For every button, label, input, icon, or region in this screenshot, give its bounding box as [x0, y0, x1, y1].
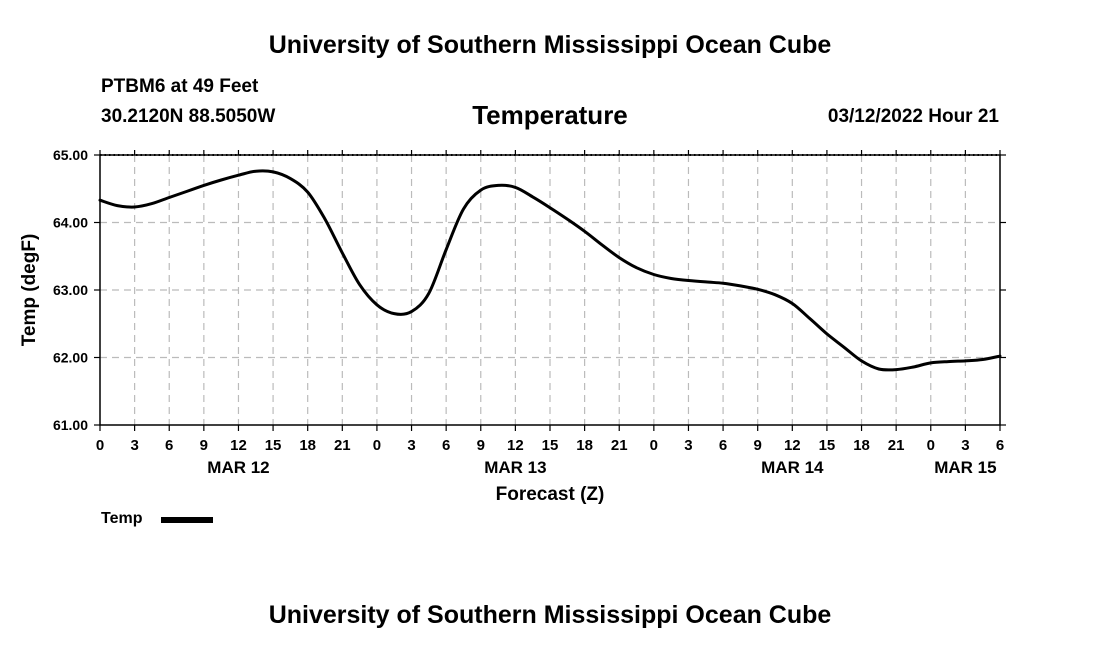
- x-tick-label: 6: [719, 437, 727, 454]
- temp-series-line: [98, 169, 1002, 372]
- x-tick-label: 0: [96, 437, 104, 454]
- x-tick-label: 21: [334, 437, 351, 454]
- legend-swatch: [161, 517, 213, 523]
- y-axis-label: Temp (degF): [19, 234, 40, 347]
- x-tick-label: 0: [373, 437, 381, 454]
- y-tick-label: 64.00: [53, 215, 88, 231]
- x-tick-label: 12: [507, 437, 524, 454]
- bottom-title: University of Southern Mississippi Ocean…: [268, 601, 832, 629]
- y-tick-label: 61.00: [53, 417, 88, 433]
- x-tick-label: 9: [477, 437, 485, 454]
- legend-label: Temp: [101, 510, 143, 527]
- y-tick-label: 63.00: [53, 282, 88, 298]
- top-title: University of Southern Mississippi Ocean…: [268, 31, 832, 59]
- x-tick-label: 0: [650, 437, 658, 454]
- y-tick-label: 65.00: [53, 147, 88, 163]
- date-label: MAR 15: [934, 458, 996, 477]
- x-tick-label: 3: [130, 437, 138, 454]
- datetime-label: 03/12/2022 Hour 21: [827, 106, 999, 127]
- x-tick-label: 3: [961, 437, 969, 454]
- coordinates-label: 30.2120N 88.5050W: [101, 106, 276, 127]
- x-axis-label: Forecast (Z): [496, 484, 605, 505]
- x-tick-label: 6: [442, 437, 450, 454]
- x-tick-label: 18: [576, 437, 593, 454]
- grid-lines: [100, 155, 1000, 425]
- axis-ticks: [94, 150, 1006, 431]
- y-tick-label: 62.00: [53, 350, 88, 366]
- date-label: MAR 13: [484, 458, 546, 477]
- station-label: PTBM6 at 49 Feet: [101, 76, 259, 97]
- x-tick-label: 9: [200, 437, 208, 454]
- x-tick-label: 18: [853, 437, 870, 454]
- x-tick-label: 3: [407, 437, 415, 454]
- date-label: MAR 12: [207, 458, 269, 477]
- x-tick-label: 3: [684, 437, 692, 454]
- x-tick-label: 21: [611, 437, 628, 454]
- date-label: MAR 14: [761, 458, 824, 477]
- x-tick-label: 12: [230, 437, 247, 454]
- x-tick-label: 12: [784, 437, 801, 454]
- x-tick-label: 15: [819, 437, 836, 454]
- x-tick-label: 18: [299, 437, 316, 454]
- x-tick-label: 21: [888, 437, 905, 454]
- x-tick-label: 0: [927, 437, 935, 454]
- chart-title: Temperature: [472, 100, 628, 130]
- x-tick-label: 15: [265, 437, 282, 454]
- x-tick-label: 6: [165, 437, 173, 454]
- x-tick-label: 6: [996, 437, 1004, 454]
- x-tick-label: 15: [542, 437, 559, 454]
- axis-labels: 0 3 6 9 12 15 18 21 0 3 6 9 12 15 18 21 0 3 6 9 12 15 18 21 0 3 6 6…: [53, 147, 1004, 477]
- x-tick-label: 9: [754, 437, 762, 454]
